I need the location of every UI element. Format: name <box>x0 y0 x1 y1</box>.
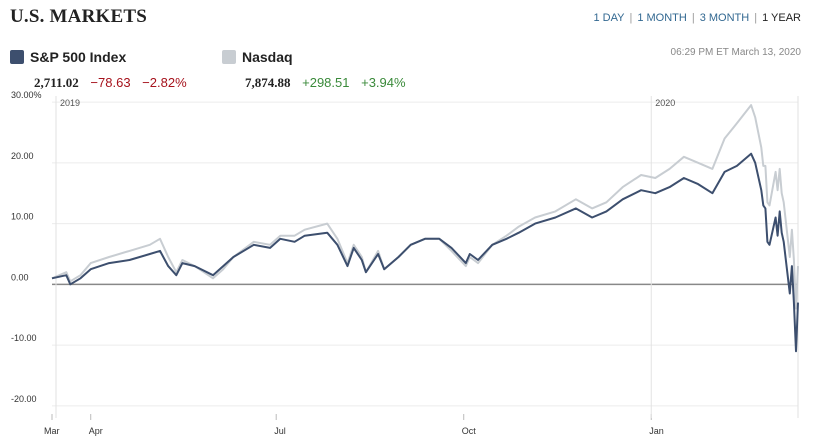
change-pct-sp500: −2.82% <box>142 75 187 90</box>
range-1-day[interactable]: 1 DAY <box>593 12 625 24</box>
y-tick-label: 20.00 <box>11 151 34 161</box>
y-tick-label: -20.00 <box>11 394 37 404</box>
quote-sp500: 2,711.02 −78.63 −2.82% <box>34 75 195 91</box>
legend-nasdaq: Nasdaq <box>222 49 293 65</box>
y-tick-label: -10.00 <box>11 333 37 343</box>
price-sp500: 2,711.02 <box>34 75 79 90</box>
y-tick-label: 0.00 <box>11 272 29 282</box>
quote-nasdaq: 7,874.88 +298.51 +3.94% <box>245 75 414 91</box>
y-tick-label: 30.00% <box>11 90 42 100</box>
price-nasdaq: 7,874.88 <box>245 75 291 90</box>
x-tick-label: Oct <box>462 426 477 436</box>
timestamp: 06:29 PM ET March 13, 2020 <box>670 47 801 58</box>
range-divider: | <box>691 12 695 24</box>
y-tick-label: 10.00 <box>11 212 34 222</box>
series-line-nasdaq <box>51 104 799 310</box>
year-label: 2019 <box>60 98 80 108</box>
series-line-sp500 <box>51 152 799 353</box>
x-tick-label: Apr <box>89 426 103 436</box>
range-1-month[interactable]: 1 MONTH <box>637 12 687 24</box>
legend-swatch-nasdaq <box>222 50 236 64</box>
x-tick-label: Mar <box>44 426 60 436</box>
change-pct-nasdaq: +3.94% <box>361 75 406 90</box>
change-sp500: −78.63 <box>90 75 131 90</box>
page-title: U.S. MARKETS <box>10 6 148 27</box>
change-nasdaq: +298.51 <box>302 75 350 90</box>
range-divider: | <box>629 12 633 24</box>
legend-sp500: S&P 500 Index <box>10 49 126 65</box>
year-label: 2020 <box>655 98 675 108</box>
x-tick-label: Jul <box>274 426 286 436</box>
x-tick-label: Jan <box>649 426 664 436</box>
range-1-year[interactable]: 1 YEAR <box>762 12 801 24</box>
legend-label-nasdaq: Nasdaq <box>242 49 293 65</box>
series-layer <box>51 104 799 353</box>
label-layer: 30.00% 20.00 10.00 0.00 -10.00 -20.00 Mar Apr Ju… <box>11 90 675 436</box>
grid-layer <box>51 96 799 420</box>
range-3-month[interactable]: 3 MONTH <box>699 12 750 24</box>
legend-label-sp500: S&P 500 Index <box>30 49 127 65</box>
legend-swatch-sp500 <box>10 50 24 64</box>
range-divider: | <box>754 12 758 24</box>
range-selector: 1 DAY | 1 MONTH | 3 MONTH | 1 YEAR <box>594 12 802 24</box>
